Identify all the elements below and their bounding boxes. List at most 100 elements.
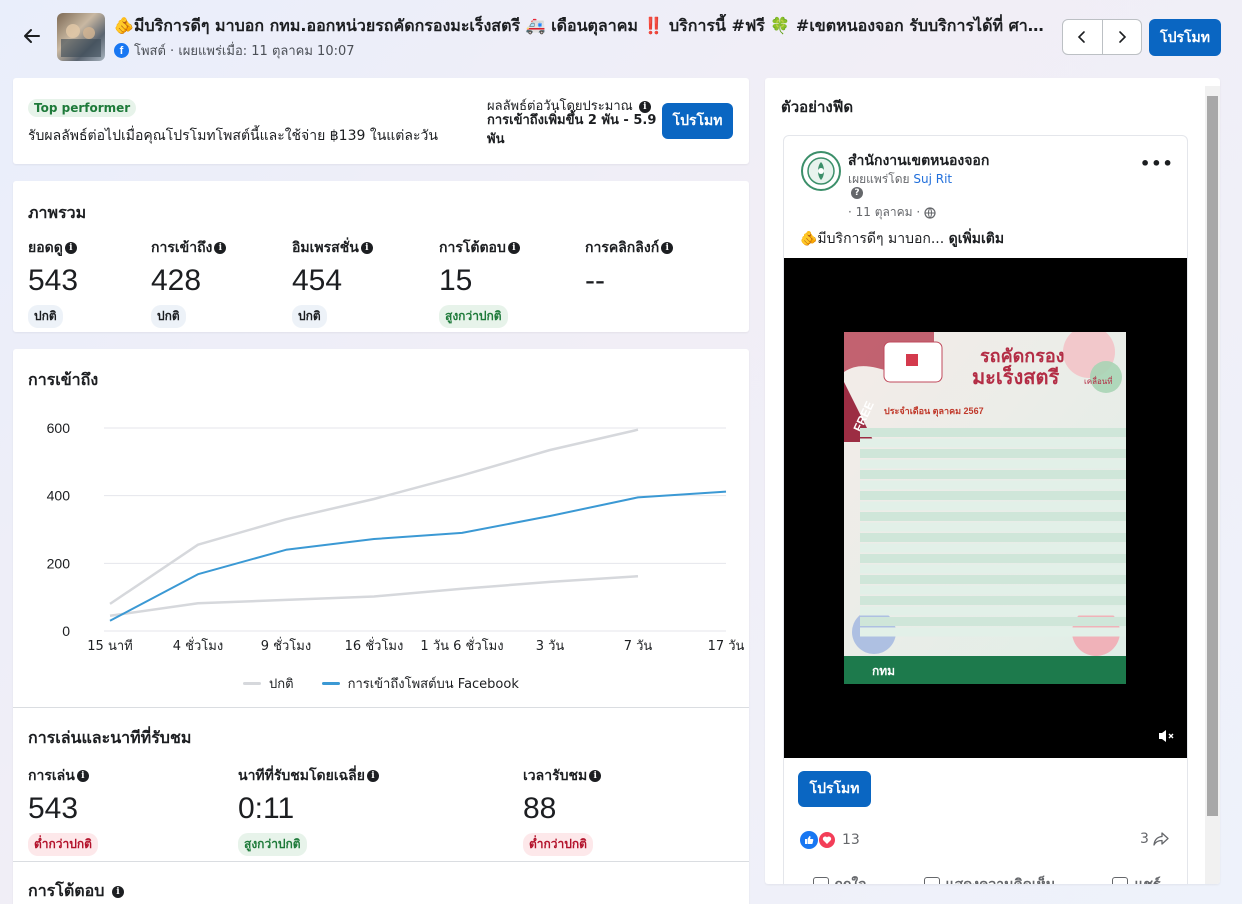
info-icon[interactable]: i — [76, 770, 89, 782]
data-point-normal-high[interactable] — [109, 602, 112, 605]
overview-metric: ยอดดู i 543 ปกติ — [28, 237, 78, 328]
data-point-normal-high[interactable] — [461, 474, 464, 477]
data-point-reach[interactable] — [285, 548, 288, 551]
x-tick-label: 1 วัน 6 ชั่วโมง — [420, 637, 503, 654]
info-icon[interactable]: i — [589, 770, 602, 782]
section-divider — [13, 861, 749, 862]
like-reaction-icon — [800, 831, 818, 849]
see-more-link[interactable]: ดูเพิ่มเติม — [948, 231, 1005, 247]
publisher-link[interactable]: Suj Rit — [913, 172, 953, 186]
poster-table-row — [860, 585, 1126, 595]
series-line-reach[interactable] — [109, 490, 727, 622]
reactions-summary[interactable]: 13 — [800, 831, 860, 849]
previous-post-button[interactable] — [1063, 20, 1102, 54]
overview-card: ภาพรวม ยอดดู i 543 ปกติ การเข้าถึง i 428 ปกติ อิ… — [13, 181, 749, 332]
data-point-reach[interactable] — [373, 537, 376, 540]
info-icon[interactable]: i — [661, 242, 674, 254]
post-text: 🫵มีบริการดีๆ มาบอก... ดูเพิ่มเติม — [800, 228, 1004, 250]
post-thumbnail — [57, 13, 105, 61]
love-reaction-icon — [818, 831, 836, 849]
promote-button-post[interactable]: โปรโมท — [798, 771, 871, 807]
post-action-2[interactable]: แชร์ — [1112, 874, 1160, 884]
metric-label-text: นาทีที่รับชมโดยเฉลี่ย — [238, 768, 365, 784]
video-player[interactable]: รถคัดกรอง มะเร็งสตรี เคลื่อนที่ FREE ประ… — [784, 258, 1187, 758]
data-point-normal-low[interactable] — [373, 595, 376, 598]
info-icon[interactable]: i — [111, 885, 124, 898]
metric-label: การเล่น i — [28, 765, 98, 787]
chevron-right-icon — [1118, 31, 1126, 43]
series-line-normal-low[interactable] — [109, 574, 639, 618]
mute-icon[interactable] — [1156, 726, 1176, 750]
x-tick-label: 16 ชั่วโมง — [345, 637, 404, 654]
poster-table-row — [860, 428, 1126, 437]
page-name[interactable]: สำนักงานเขตหนองจอก — [848, 153, 990, 169]
top-performer-description: รับผลลัพธ์ต่อไปเมื่อคุณโปรโมทโพสต์นี้และ… — [28, 128, 438, 144]
data-point-reach[interactable] — [725, 490, 728, 493]
metric-label-text: การโต้ตอบ — [439, 240, 506, 256]
reaction-count: 13 — [842, 832, 860, 848]
data-point-reach[interactable] — [109, 619, 112, 622]
info-icon[interactable]: i — [214, 242, 227, 254]
more-options-icon[interactable]: ••• — [1140, 154, 1174, 173]
share-summary[interactable]: 3 — [1140, 831, 1169, 847]
data-point-normal-low[interactable] — [461, 587, 464, 590]
post-action-1[interactable]: แสดงความคิดเห็น — [923, 874, 1055, 884]
globe-icon — [924, 206, 936, 219]
share-count: 3 — [1140, 831, 1149, 847]
post-actions: ถูกใจ แสดงความคิดเห็น แชร์ — [784, 874, 1187, 884]
info-icon[interactable]: i — [360, 242, 373, 254]
data-point-normal-high[interactable] — [637, 428, 640, 431]
top-header: 🫵มีบริการดีๆ มาบอก กทม.ออกหน่วยรถคัดกรอง… — [0, 0, 1242, 72]
metric-label-text: การเข้าถึง — [151, 240, 213, 256]
info-icon[interactable]: i — [64, 242, 77, 254]
data-point-normal-low[interactable] — [285, 598, 288, 601]
scrollbar-thumb[interactable] — [1207, 96, 1218, 816]
data-point-reach[interactable] — [637, 496, 640, 499]
x-tick-label: 15 นาที — [87, 638, 132, 654]
poster-table-row — [860, 617, 1126, 626]
status-badge: ปกติ — [292, 305, 327, 328]
data-point-normal-high[interactable] — [373, 498, 376, 501]
series-line-normal-high[interactable] — [109, 428, 639, 605]
legend-label-normal: ปกติ — [269, 677, 294, 692]
metric-value: 428 — [151, 264, 202, 297]
data-point-normal-low[interactable] — [549, 580, 552, 583]
next-post-button[interactable] — [1101, 20, 1142, 54]
data-point-normal-high[interactable] — [549, 448, 552, 451]
data-point-normal-low[interactable] — [197, 602, 200, 605]
overview-metric: อิมเพรสชั่น i 454 ปกติ — [292, 237, 373, 328]
info-icon[interactable]: i — [638, 100, 651, 113]
data-point-normal-low[interactable] — [109, 614, 112, 617]
promote-button-header[interactable]: โปรโมท — [1149, 19, 1221, 56]
poster-title-line1: รถคัดกรอง — [980, 346, 1064, 366]
page-avatar[interactable] — [801, 151, 841, 191]
legend-item-reach[interactable]: การเข้าถึงโพสต์บน Facebook — [321, 673, 519, 694]
metric-label: การโต้ตอบ i — [439, 237, 520, 259]
data-point-reach[interactable] — [197, 573, 200, 576]
promote-button-top-performer[interactable]: โปรโมท — [662, 103, 733, 139]
metric-value: -- — [585, 264, 605, 297]
info-icon[interactable]: i — [366, 770, 379, 782]
x-tick-label: 3 วัน — [536, 639, 565, 654]
legend-item-normal[interactable]: ปกติ — [243, 673, 294, 694]
x-tick-label: 4 ชั่วโมง — [173, 637, 223, 654]
poster-table-row — [860, 575, 1126, 584]
data-point-reach[interactable] — [549, 514, 552, 517]
poster-table-row — [860, 438, 1126, 448]
data-point-normal-low[interactable] — [637, 575, 640, 578]
x-tick-label: 17 วัน — [708, 639, 745, 654]
data-point-normal-high[interactable] — [285, 518, 288, 521]
back-arrow-icon[interactable] — [20, 24, 44, 48]
data-point-reach[interactable] — [461, 531, 464, 534]
post-action-0[interactable]: ถูกใจ — [812, 874, 867, 884]
y-tick-label: 400 — [47, 488, 71, 504]
info-icon[interactable]: i — [507, 242, 520, 254]
status-badge: สูงกว่าปกติ — [439, 305, 508, 328]
poster-title-line2: มะเร็งสตรี — [972, 364, 1059, 389]
data-point-normal-high[interactable] — [197, 543, 200, 546]
post-navigation — [1062, 19, 1142, 55]
bma-seal-icon — [807, 157, 835, 185]
help-icon[interactable]: ? — [851, 187, 863, 199]
metric-label-text: การเล่น — [28, 768, 75, 784]
scrollbar[interactable] — [1205, 86, 1220, 884]
